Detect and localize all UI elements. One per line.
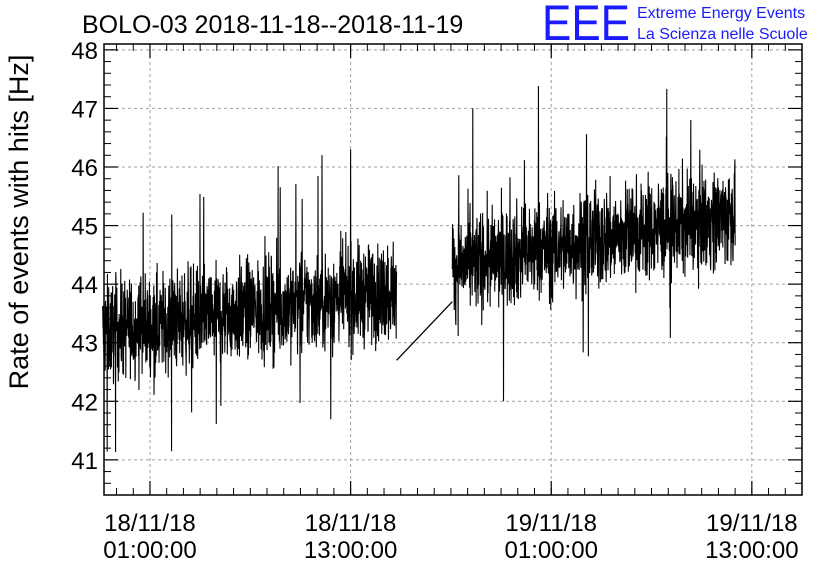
- y-tick-label: 48: [71, 38, 98, 65]
- y-tick-label: 42: [71, 389, 98, 416]
- y-axis-label: Rate of events with hits [Hz]: [4, 55, 34, 390]
- logo-line1: Extreme Energy Events: [637, 5, 805, 22]
- logo-line2: La Scienza nelle Scuole: [637, 26, 808, 43]
- chart-title: BOLO-03 2018-11-18--2018-11-19: [82, 11, 463, 39]
- y-tick-label: 41: [71, 448, 98, 475]
- series-layer: [102, 86, 736, 453]
- x-tick-label-date: 19/11/18: [505, 510, 597, 537]
- y-tick-label: 46: [71, 155, 98, 182]
- x-tick-label-time: 13:00:00: [304, 537, 397, 564]
- eee-logo: EEE Extreme Energy Events La Scienza nel…: [542, 0, 808, 51]
- y-tick-label: 43: [71, 331, 98, 358]
- series-line-segment: [102, 149, 398, 453]
- x-tick-label-time: 01:00:00: [103, 537, 196, 564]
- x-tick-label-date: 18/11/18: [104, 510, 196, 537]
- series-line-segment: [451, 86, 736, 402]
- x-tick-label-date: 19/11/18: [706, 510, 798, 537]
- axes: [103, 43, 803, 496]
- y-tick-label: 47: [71, 96, 98, 123]
- tick-labels: 414243444546474818/11/1801:00:0018/11/18…: [71, 38, 798, 564]
- y-tick-label: 44: [71, 272, 98, 299]
- x-tick-label-time: 01:00:00: [505, 537, 598, 564]
- y-tick-label: 45: [71, 214, 98, 241]
- x-tick-label-date: 18/11/18: [305, 510, 397, 537]
- logo-mark: EEE: [542, 0, 630, 51]
- x-tick-label-time: 13:00:00: [705, 537, 798, 564]
- gap-connector-line: [396, 301, 453, 361]
- plot-frame: [103, 43, 803, 496]
